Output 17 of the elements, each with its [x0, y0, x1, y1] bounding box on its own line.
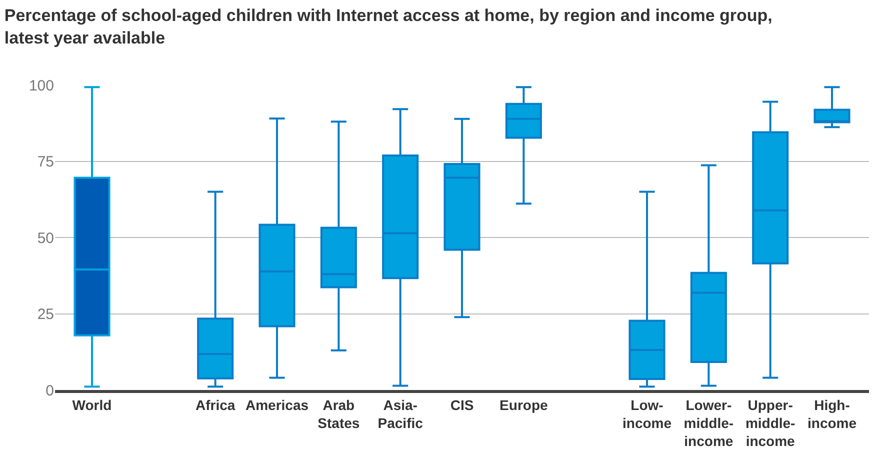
- x-tick-label: Lower-middle-income: [684, 396, 734, 450]
- x-tick-label: Upper-middle-income: [745, 396, 796, 450]
- x-tick-label: CIS: [450, 396, 474, 413]
- y-tick-label: 25: [37, 306, 54, 323]
- x-tick-label: Americas: [245, 396, 309, 413]
- x-tick-label: Arab States: [318, 396, 360, 431]
- x-tick-label: Africa: [195, 396, 236, 413]
- y-tick-label: 0: [46, 382, 54, 400]
- x-tick-label: World: [72, 396, 112, 413]
- y-tick-label: 50: [37, 230, 54, 247]
- chart-title: Percentage of school-aged children with Internet access at home, by region and income group, latest year available: [4, 6, 772, 48]
- x-tick-label: High-income: [807, 396, 857, 431]
- x-tick-label: Asia-Pacific: [378, 396, 424, 431]
- x-tick-label: Low-income: [622, 396, 672, 431]
- y-tick-label: 100: [28, 77, 54, 94]
- y-tick-label: 75: [37, 154, 54, 170]
- x-tick-label: Europe: [500, 396, 548, 413]
